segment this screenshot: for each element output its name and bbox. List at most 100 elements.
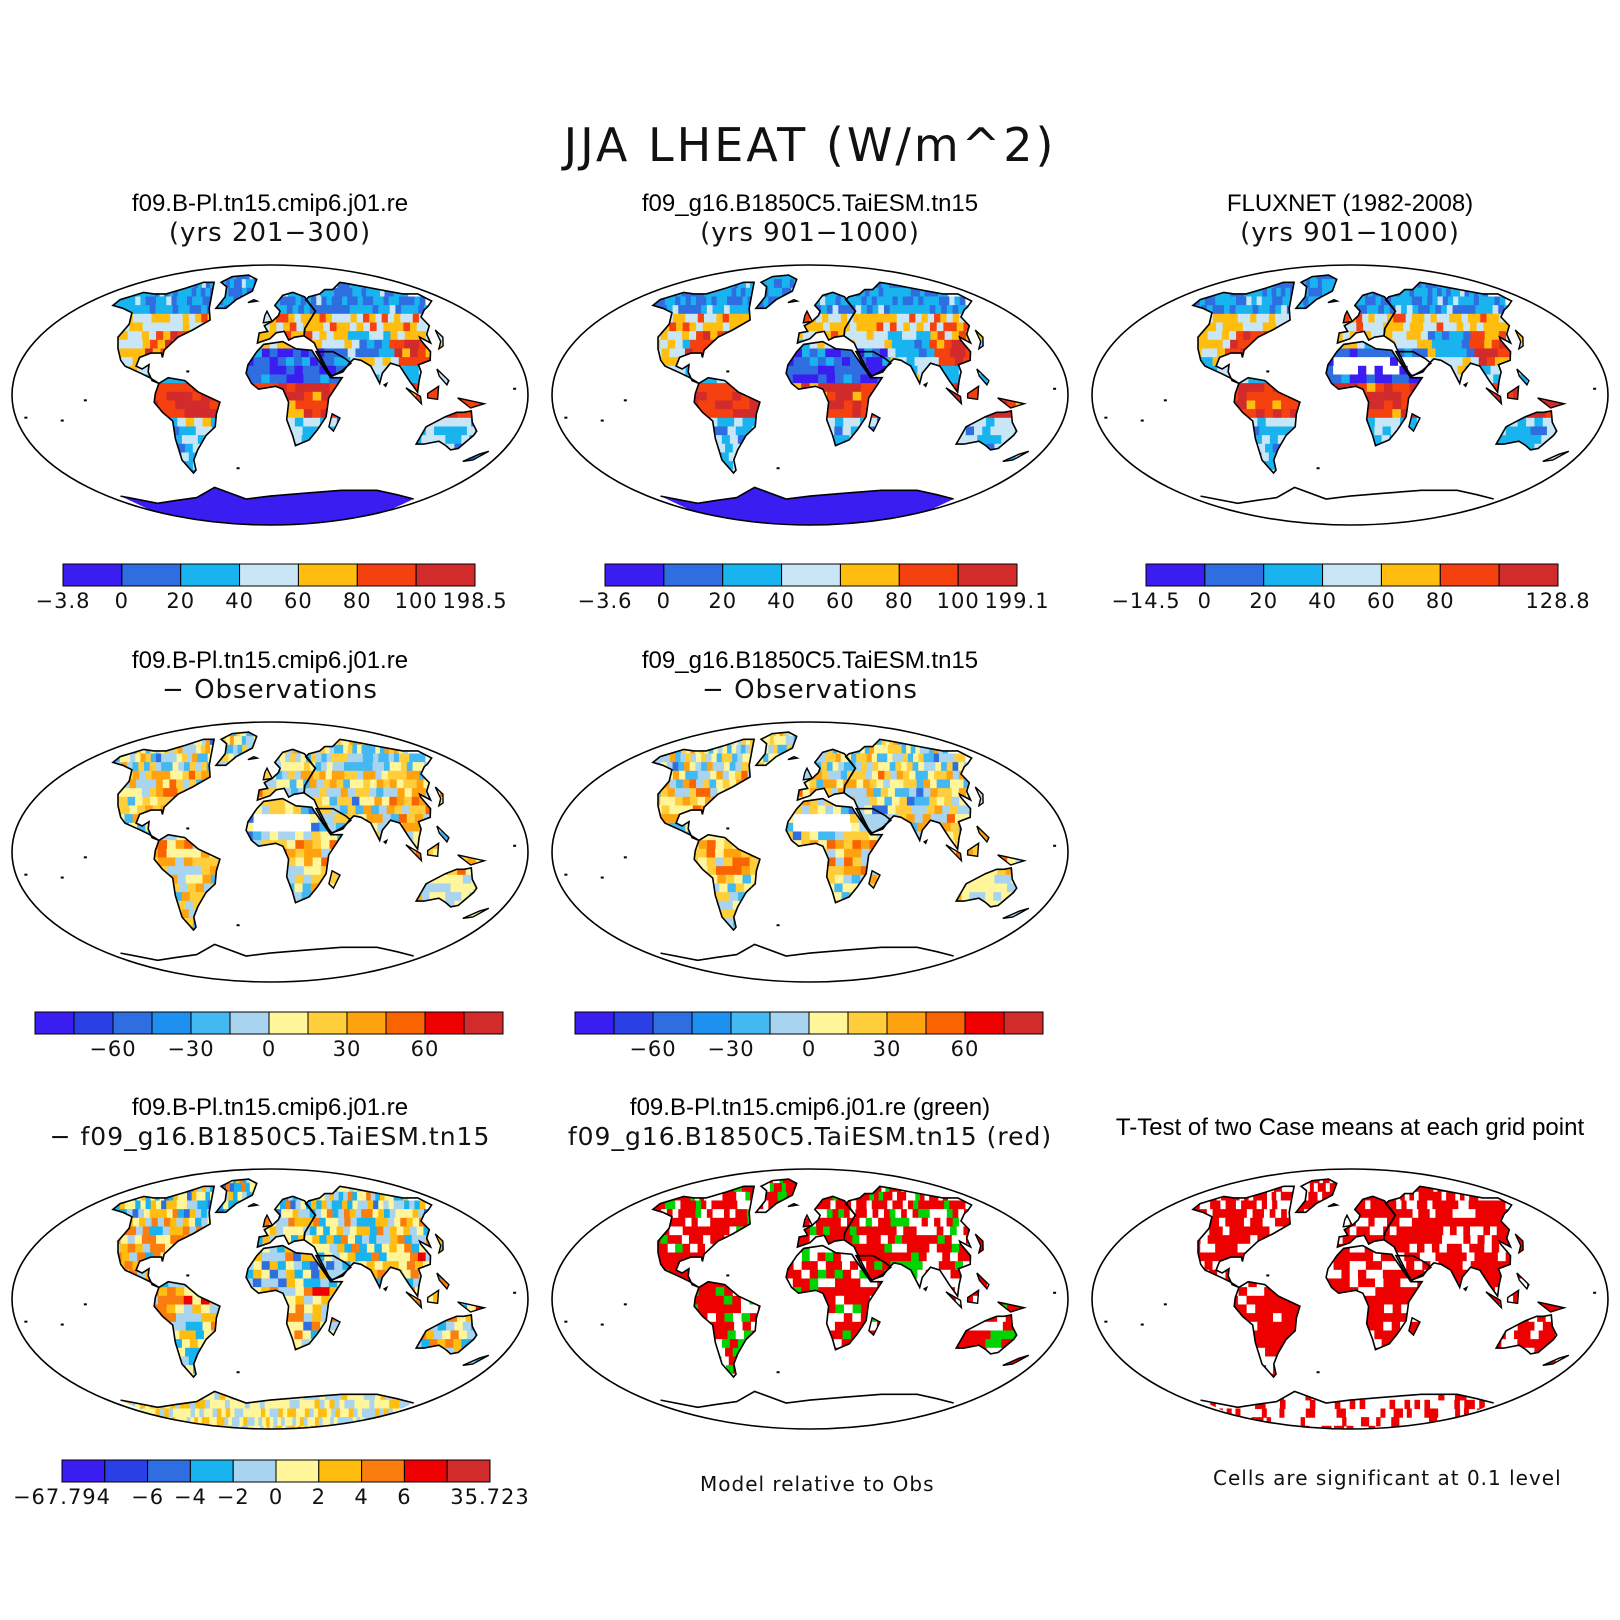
colorbar-swatch: [886, 1011, 927, 1035]
colorbar-swatch: [112, 1011, 153, 1035]
colorbar-tick-label: 0: [269, 1485, 283, 1509]
map-ocean: [12, 1169, 528, 1429]
map-plot: [551, 721, 1069, 983]
panel-subtitle: (yrs 901−1000): [1240, 218, 1460, 248]
colorbar: −14.5 0 20 40 60 80 128.8: [1111, 563, 1590, 612]
map-ocean: [12, 722, 528, 982]
colorbar-tick-label: 4: [354, 1485, 368, 1509]
colorbar-tick-label: 0: [115, 589, 129, 612]
panel-model-vs-obs: f09.B-Pl.tn15.cmip6.j01.re (green) f09_g…: [540, 1094, 1080, 1534]
panel-case1-mean: f09.B-Pl.tn15.cmip6.j01.re (yrs 201−300): [0, 190, 540, 630]
colorbar-swatch: [1204, 563, 1265, 587]
colorbar-tick-label: 20: [166, 589, 195, 612]
colorbar-swatch: [925, 1011, 966, 1035]
map-plot: [11, 264, 529, 526]
panel-obs-mean: FLUXNET (1982-2008) (yrs 901−1000): [1080, 190, 1620, 630]
colorbar-tick-label: 198.5: [442, 589, 507, 612]
map-ocean: [552, 265, 1068, 525]
panel-case1-minus-obs: f09.B-Pl.tn15.cmip6.j01.re − Observation…: [0, 647, 540, 1087]
map-plot: [11, 721, 529, 983]
colorbar-tick-label: 128.8: [1525, 589, 1590, 612]
colorbar-swatch: [104, 1459, 149, 1483]
panel-title: f09.B-Pl.tn15.cmip6.j01.re: [131, 190, 409, 217]
colorbar: −60 −30 0 30 60: [34, 1011, 504, 1060]
colorbar-swatch: [385, 1011, 426, 1035]
colorbar-tick-label: 30: [333, 1037, 362, 1060]
colorbar-swatch: [361, 1459, 405, 1483]
map-ocean: [552, 722, 1068, 982]
coastlines: [24, 274, 517, 505]
colorbar-swatch: [62, 563, 123, 587]
panel-subtitle: − Observations: [162, 675, 378, 705]
map-border: [11, 264, 529, 526]
map-border: [11, 721, 529, 983]
colorbar-swatch: [652, 1011, 693, 1035]
panel-case2-mean: f09_g16.B1850C5.TaiESM.tn15 (yrs 901−100…: [540, 190, 1080, 630]
colorbar-swatch: [574, 1011, 615, 1035]
colorbar: −67.794 −6 −4 −2 0 2 4 6 35.723: [13, 1459, 529, 1509]
map-plot: [11, 1168, 529, 1430]
colorbar-tick-label: 2: [312, 1485, 326, 1509]
note-significance-level: Cells are significant at 0.1 level: [1213, 1466, 1562, 1490]
colorbar-swatch: [722, 563, 783, 587]
colorbar: −3.8 0 20 40 60 80 100 198.5: [36, 563, 507, 612]
colorbar-swatch: [957, 563, 1018, 587]
colorbar-tick-label: −6: [131, 1485, 164, 1509]
colorbar-swatch: [356, 563, 417, 587]
colorbar-tick-label: −3.8: [36, 589, 91, 612]
colorbar-tick-label: 0: [802, 1037, 816, 1060]
map-ocean: [1092, 265, 1608, 525]
colorbar-tick-label: 60: [1367, 589, 1396, 612]
colorbar-swatch: [297, 563, 358, 587]
colorbar-swatch: [61, 1459, 106, 1483]
colorbar-swatch: [730, 1011, 771, 1035]
colorbar: −3.6 0 20 40 60 80 100 199.1: [578, 563, 1049, 612]
colorbar-swatch: [239, 563, 299, 587]
colorbar: −60 −30 0 30 60: [574, 1011, 1044, 1060]
colorbar-swatch: [415, 563, 476, 587]
colorbar-swatch: [318, 1459, 363, 1483]
panel-title: f09.B-Pl.tn15.cmip6.j01.re: [131, 1094, 409, 1121]
coastlines: [564, 274, 1057, 505]
map-border: [551, 264, 1069, 526]
colorbar-tick-label: 100: [937, 589, 980, 612]
colorbar-swatch: [1439, 563, 1500, 587]
colorbar-swatch: [34, 1011, 75, 1035]
colorbar-tick-label: 80: [343, 589, 372, 612]
colorbar-swatch: [691, 1011, 732, 1035]
map-border: [1091, 264, 1609, 526]
colorbar-swatch: [180, 563, 241, 587]
colorbar-swatch: [232, 1459, 277, 1483]
colorbar-tick-label: 0: [262, 1037, 276, 1060]
panel-subtitle: (yrs 201−300): [168, 218, 372, 248]
colorbar-tick-label: −2: [217, 1485, 250, 1509]
colorbar-swatch: [229, 1011, 270, 1035]
panel-case1-minus-case2: f09.B-Pl.tn15.cmip6.j01.re − f09_g16.B18…: [0, 1094, 540, 1534]
panel-subtitle: − f09_g16.B1850C5.TaiESM.tn15: [49, 1122, 491, 1151]
colorbar-tick-label: 60: [826, 589, 855, 612]
map-border: [551, 1168, 1069, 1430]
panel-title: f09.B-Pl.tn15.cmip6.j01.re: [131, 647, 409, 674]
map-plot: [1091, 264, 1609, 526]
colorbar-swatch: [189, 1459, 234, 1483]
colorbar-swatch: [898, 563, 959, 587]
colorbar-swatch: [1498, 563, 1559, 587]
map-ocean: [552, 1169, 1068, 1429]
colorbar-tick-label: 40: [225, 589, 254, 612]
colorbar-tick-label: 20: [708, 589, 737, 612]
colorbar-swatch: [424, 1011, 465, 1035]
map-border: [11, 1168, 529, 1430]
coastlines: [24, 731, 517, 962]
colorbar-tick-label: −4: [174, 1485, 207, 1509]
colorbar-swatch: [121, 563, 182, 587]
colorbar-swatch: [463, 1011, 504, 1035]
colorbar-tick-label: 40: [767, 589, 796, 612]
colorbar-tick-label: −30: [707, 1037, 754, 1060]
colorbar-swatch: [403, 1459, 448, 1483]
colorbar-swatch: [613, 1011, 654, 1035]
coastlines: [1104, 1178, 1597, 1409]
coastlines: [564, 1178, 1057, 1409]
colorbar-tick-label: 35.723: [450, 1485, 529, 1509]
colorbar-tick-label: 40: [1308, 589, 1337, 612]
colorbar-swatch: [1322, 563, 1382, 587]
